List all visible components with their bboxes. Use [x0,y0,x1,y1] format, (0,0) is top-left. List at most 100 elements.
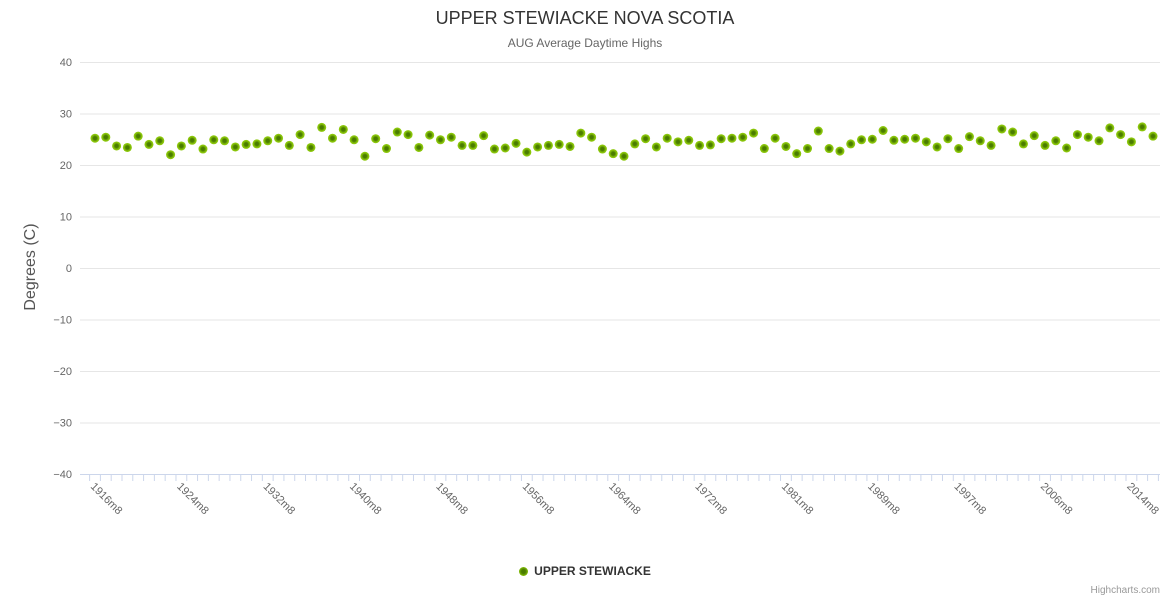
data-point[interactable] [1116,130,1126,140]
data-point[interactable] [241,139,251,149]
data-point[interactable] [306,142,316,152]
data-point[interactable] [166,150,176,160]
data-point[interactable] [630,139,640,149]
data-point[interactable] [1018,139,1028,149]
data-point[interactable] [932,142,942,152]
data-point[interactable] [651,142,661,152]
data-point[interactable] [824,144,834,154]
data-point[interactable] [964,132,974,142]
data-point[interactable] [770,133,780,143]
data-point[interactable] [803,144,813,154]
data-point[interactable] [209,135,219,145]
data-point[interactable] [1029,131,1039,141]
data-point[interactable] [846,139,856,149]
data-point[interactable] [900,134,910,144]
data-point[interactable] [468,140,478,150]
data-point[interactable] [230,142,240,152]
data-point[interactable] [608,149,618,159]
data-point[interactable] [381,144,391,154]
data-point[interactable] [943,134,953,144]
data-point[interactable] [792,149,802,159]
data-point[interactable] [889,135,899,145]
data-point[interactable] [435,135,445,145]
data-point[interactable] [867,134,877,144]
data-point[interactable] [684,135,694,145]
data-point[interactable] [910,133,920,143]
data-point[interactable] [122,142,132,152]
data-point[interactable] [1083,132,1093,142]
data-point[interactable] [425,130,435,140]
data-point[interactable] [587,132,597,142]
data-point[interactable] [144,139,154,149]
data-point[interactable] [187,135,197,145]
data-point[interactable] [813,126,823,136]
data-point[interactable] [1137,122,1147,132]
data-point[interactable] [695,140,705,150]
data-point[interactable] [954,144,964,154]
data-point[interactable] [1040,140,1050,150]
data-point[interactable] [446,132,456,142]
data-point[interactable] [749,128,759,138]
data-point[interactable] [716,134,726,144]
data-point[interactable] [727,133,737,143]
data-point[interactable] [522,147,532,157]
data-point[interactable] [986,140,996,150]
data-point[interactable] [274,133,284,143]
data-point[interactable] [997,124,1007,134]
data-point[interactable] [662,133,672,143]
data-point[interactable] [1094,136,1104,146]
data-point[interactable] [738,132,748,142]
data-point[interactable] [619,151,629,161]
data-point[interactable] [338,124,348,134]
data-point[interactable] [576,128,586,138]
data-point[interactable] [921,137,931,147]
data-point[interactable] [349,135,359,145]
data-point[interactable] [328,133,338,143]
data-point[interactable] [90,133,100,143]
data-point[interactable] [835,146,845,156]
data-point[interactable] [1051,136,1061,146]
data-point[interactable] [489,144,499,154]
data-point[interactable] [1008,127,1018,137]
data-point[interactable] [554,139,564,149]
data-point[interactable] [533,142,543,152]
highcharts-credit-link[interactable]: Highcharts.com [1090,585,1160,596]
data-point[interactable] [155,136,165,146]
data-point[interactable] [295,130,305,140]
data-point[interactable] [759,144,769,154]
data-point[interactable] [360,151,370,161]
data-point[interactable] [112,141,122,151]
data-point[interactable] [403,130,413,140]
data-point[interactable] [781,141,791,151]
data-point[interactable] [176,141,186,151]
data-point[interactable] [1062,143,1072,153]
data-point[interactable] [1126,137,1136,147]
data-point[interactable] [457,140,467,150]
data-point[interactable] [133,131,143,141]
data-point[interactable] [414,142,424,152]
data-point[interactable] [101,132,111,142]
data-point[interactable] [565,141,575,151]
data-point[interactable] [1072,130,1082,140]
data-point[interactable] [857,135,867,145]
data-point[interactable] [1105,123,1115,133]
legend-item[interactable]: UPPER STEWIACKE [519,564,651,578]
data-point[interactable] [1148,131,1158,141]
data-point[interactable] [252,139,262,149]
data-point[interactable] [263,136,273,146]
data-point[interactable] [673,137,683,147]
data-point[interactable] [392,127,402,137]
data-point[interactable] [371,134,381,144]
data-point[interactable] [975,136,985,146]
data-point[interactable] [198,144,208,154]
data-point[interactable] [597,144,607,154]
data-point[interactable] [641,134,651,144]
data-point[interactable] [878,125,888,135]
data-point[interactable] [284,140,294,150]
data-point[interactable] [220,136,230,146]
data-point[interactable] [317,122,327,132]
data-point[interactable] [500,143,510,153]
data-point[interactable] [479,131,489,141]
data-point[interactable] [511,138,521,148]
data-point[interactable] [705,140,715,150]
